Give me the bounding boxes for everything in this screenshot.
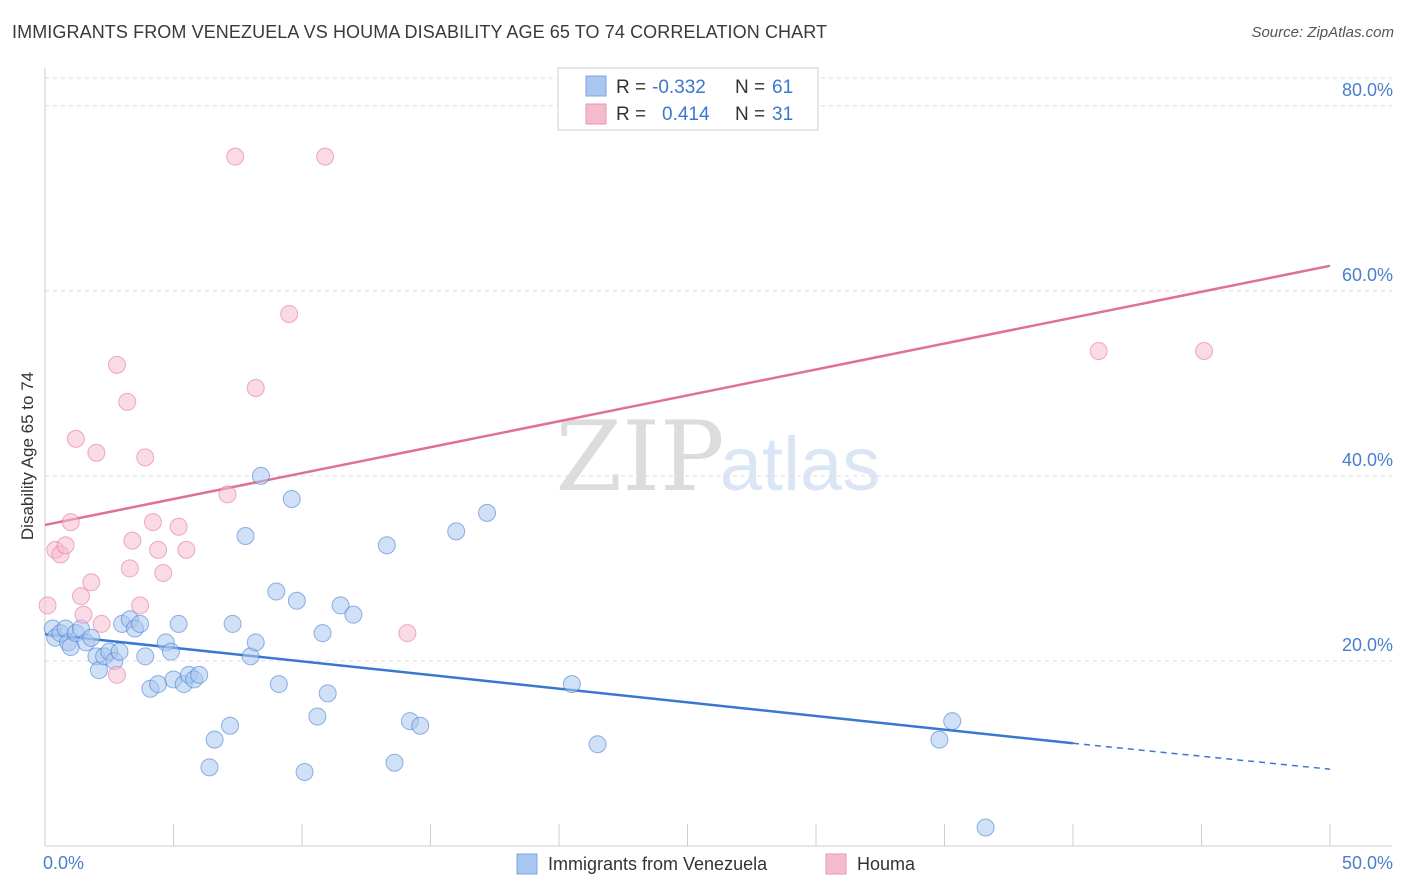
- point-venezuela: [943, 712, 962, 731]
- point-venezuela: [385, 753, 404, 772]
- point-venezuela: [287, 591, 306, 610]
- point-houma: [61, 513, 80, 532]
- legend-r-label-1: R =: [616, 77, 646, 98]
- x-tick-label-max: 50.0%: [1342, 853, 1393, 873]
- point-houma: [280, 304, 299, 323]
- point-venezuela: [136, 647, 155, 666]
- point-venezuela: [562, 675, 581, 694]
- point-houma: [123, 531, 142, 550]
- trendline-venezuela-extension: [1072, 742, 1331, 770]
- point-houma: [92, 614, 111, 633]
- point-houma: [218, 485, 237, 504]
- point-houma: [107, 355, 126, 374]
- point-houma: [38, 596, 57, 615]
- point-houma: [107, 665, 126, 684]
- point-venezuela: [221, 716, 240, 735]
- y-axis-label: Disability Age 65 to 74: [18, 372, 37, 540]
- trendlines: [44, 264, 1331, 770]
- point-venezuela: [236, 527, 255, 546]
- watermark-atlas: atlas: [720, 422, 881, 507]
- point-venezuela: [169, 614, 188, 633]
- bottom-legend-swatch-venezuela: [516, 853, 538, 875]
- y-tick-label: 20.0%: [1342, 635, 1393, 655]
- point-venezuela: [331, 596, 350, 615]
- point-venezuela: [344, 605, 363, 624]
- point-houma: [118, 392, 137, 411]
- watermark-zip: ZIP: [555, 401, 724, 513]
- chart-title: IMMIGRANTS FROM VENEZUELA VS HOUMA DISAB…: [12, 22, 828, 42]
- point-houma: [169, 517, 188, 536]
- data-points: [38, 147, 1214, 837]
- point-houma: [120, 559, 139, 578]
- point-venezuela: [246, 633, 265, 652]
- point-houma: [56, 536, 75, 555]
- point-houma: [66, 429, 85, 448]
- point-venezuela: [269, 675, 288, 694]
- point-venezuela: [223, 614, 242, 633]
- legend-r-label-2: R =: [616, 104, 646, 125]
- legend-r-value-2: 0.414: [662, 104, 710, 125]
- point-venezuela: [447, 522, 466, 541]
- point-houma: [226, 147, 245, 166]
- axes: 20.0% 40.0% 60.0% 80.0% 0.0% 50.0%: [43, 68, 1393, 873]
- trendline-venezuela: [44, 632, 1074, 745]
- point-venezuela: [267, 582, 286, 601]
- y-tick-label: 60.0%: [1342, 265, 1393, 285]
- point-houma: [74, 605, 93, 624]
- bottom-legend-swatch-houma: [825, 853, 847, 875]
- point-venezuela: [251, 466, 270, 485]
- point-houma: [136, 448, 155, 467]
- point-venezuela: [377, 536, 396, 555]
- point-houma: [316, 147, 335, 166]
- point-houma: [1089, 341, 1108, 360]
- legend-n-label-2: N =: [735, 104, 765, 125]
- point-venezuela: [282, 490, 301, 509]
- point-venezuela: [205, 730, 224, 749]
- point-houma: [398, 624, 417, 643]
- point-houma: [177, 540, 196, 559]
- point-houma: [149, 540, 168, 559]
- point-venezuela: [976, 818, 995, 837]
- point-venezuela: [295, 762, 314, 781]
- point-houma: [246, 378, 265, 397]
- point-venezuela: [930, 730, 949, 749]
- point-venezuela: [149, 675, 168, 694]
- point-venezuela: [478, 503, 497, 522]
- point-houma: [71, 587, 90, 606]
- point-venezuela: [161, 642, 180, 661]
- top-legend: R = -0.332 N = 61 R = 0.414 N = 31: [557, 67, 819, 131]
- point-venezuela: [318, 684, 337, 703]
- source-credit: Source: ZipAtlas.com: [1251, 24, 1394, 41]
- point-venezuela: [131, 614, 150, 633]
- legend-n-value-1: 61: [772, 77, 793, 98]
- point-houma: [82, 573, 101, 592]
- point-venezuela: [588, 735, 607, 754]
- y-tick-label: 40.0%: [1342, 450, 1393, 470]
- point-houma: [131, 596, 150, 615]
- point-houma: [1195, 341, 1214, 360]
- legend-swatch-venezuela: [585, 75, 607, 97]
- legend-n-value-2: 31: [772, 104, 793, 125]
- point-houma: [154, 564, 173, 583]
- bottom-legend: Immigrants from Venezuela Houma: [516, 853, 916, 875]
- point-venezuela: [190, 665, 209, 684]
- point-venezuela: [411, 716, 430, 735]
- point-venezuela: [308, 707, 327, 726]
- y-tick-label: 80.0%: [1342, 80, 1393, 100]
- point-venezuela: [110, 642, 129, 661]
- bottom-legend-label-houma: Houma: [857, 854, 916, 874]
- legend-n-label-1: N =: [735, 77, 765, 98]
- legend-r-value-1: -0.332: [652, 77, 706, 98]
- point-venezuela: [200, 758, 219, 777]
- x-tick-label-min: 0.0%: [43, 853, 84, 873]
- point-houma: [87, 443, 106, 462]
- point-venezuela: [313, 624, 332, 643]
- legend-swatch-houma: [585, 103, 607, 125]
- gridlines: [45, 77, 1392, 662]
- point-houma: [143, 513, 162, 532]
- point-venezuela: [82, 628, 101, 647]
- bottom-legend-label-venezuela: Immigrants from Venezuela: [548, 854, 768, 874]
